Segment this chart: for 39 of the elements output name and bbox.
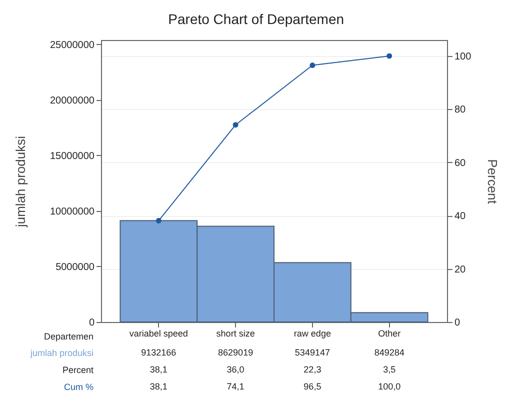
data-label: 100,0 [378,382,401,392]
x-tick-label: variabel speed [129,328,188,338]
data-label: 38,1 [150,382,168,392]
point [232,122,238,128]
x-tick-label: short size [216,328,255,338]
point [156,218,162,224]
data-label: 5349147 [294,348,330,358]
y2-tick-label: 40 [454,211,466,222]
y2-tick-label: 0 [454,318,460,328]
text: Cum % [64,382,94,392]
x-axis-title: Departemen [44,332,94,342]
point [386,53,392,59]
y-tick-label: 0 [88,318,95,328]
x-tick-label: raw edge [294,328,331,338]
chart-title: Pareto Chart of Departemen [168,10,344,27]
y2-tick-label: 60 [454,158,466,169]
point [310,62,316,68]
x-tick-label: Other [378,328,401,338]
y2-tick-label: 100 [454,51,472,62]
text: 36,0 [226,364,244,374]
y-tick-label: 10000000 [50,206,95,218]
y-tick-label: 5000000 [56,262,95,273]
text: Percent [62,365,94,375]
y-axis-title: jumlah produksi [13,136,28,228]
data-label: 849284 [374,348,404,358]
text: jumlah produksi [29,348,94,358]
data-label: 96,5 [304,382,322,392]
text: 22,3 [304,364,322,374]
y-tick-label: 25000000 [50,40,95,51]
y-tick-label: 15000000 [50,150,95,162]
data-label: 8629019 [218,348,254,358]
data-label: 74,1 [226,382,244,392]
y-tick-label: 20000000 [50,95,95,106]
y2-axis-title: Percent [485,159,500,204]
y2-tick-label: 20 [454,264,466,276]
data-label: 9132166 [141,348,176,358]
text: 38,1 [150,364,168,374]
y2-tick-label: 80 [454,104,466,116]
text: 3,5 [383,364,396,374]
